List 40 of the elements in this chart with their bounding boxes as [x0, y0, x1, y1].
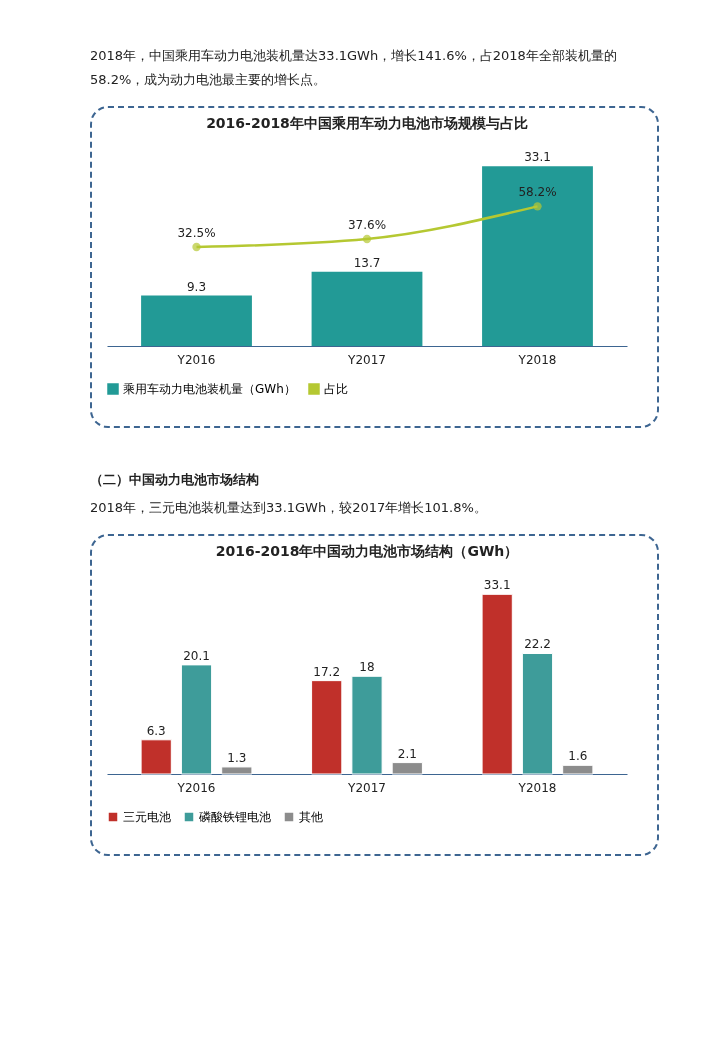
x-tick-label: Y2017 — [347, 352, 386, 367]
data-label: 18 — [359, 660, 375, 675]
text: 2018年，中国乘用车动力电池装机量达33.1GWh，增长141.6%，占2018年全部装机量的58.2%，成为动力电池最主要的增长点。 — [90, 47, 618, 89]
data-label: 2.1 — [397, 746, 417, 761]
data-label: 33.1 — [483, 578, 511, 593]
data-label: 1.3 — [227, 750, 247, 765]
data-label: 58.2% — [518, 185, 557, 200]
bar — [521, 652, 554, 775]
data-label: 32.5% — [177, 226, 216, 241]
data-label: 37.6% — [347, 217, 387, 232]
data-label: 22.2 — [524, 637, 551, 652]
legend-label: 乘用车动力电池装机量（GWh） — [123, 382, 296, 396]
bar — [140, 739, 172, 775]
bar — [221, 766, 253, 775]
bar — [311, 680, 343, 775]
data-label: 1.6 — [568, 749, 588, 764]
bar — [391, 762, 423, 775]
bar — [180, 664, 213, 775]
legend-label: 磷酸铁锂电池 — [198, 810, 271, 824]
legend-label: 三元电池 — [123, 810, 171, 824]
data-label: 9.3 — [186, 279, 207, 294]
legend-label: 占比 — [324, 382, 348, 396]
bar — [562, 764, 594, 775]
chart-title: 2016-2018年中国动力电池市场结构（GWh） — [215, 543, 519, 560]
text: 2018年，三元电池装机量达到33.1GWh，较2017年增长101.8%。 — [90, 499, 488, 517]
x-tick-label: Y2017 — [347, 780, 386, 795]
data-label: 20.1 — [183, 648, 210, 663]
legend-label: 其他 — [299, 810, 323, 824]
x-tick-label: Y2016 — [176, 780, 216, 795]
text: （二）中国动力电池市场结构 — [90, 471, 260, 489]
x-tick-label: Y2018 — [517, 780, 557, 795]
data-label: 33.1 — [524, 150, 551, 165]
bar — [351, 675, 383, 775]
bar — [481, 593, 513, 775]
x-tick-label: Y2016 — [176, 352, 216, 367]
data-label: 13.7 — [353, 255, 381, 270]
chart-title: 2016-2018年中国乘用车动力电池市场规模与占比 — [206, 115, 528, 132]
data-label: 6.3 — [146, 723, 166, 738]
data-label: 17.2 — [313, 664, 341, 679]
x-tick-label: Y2018 — [517, 352, 557, 367]
